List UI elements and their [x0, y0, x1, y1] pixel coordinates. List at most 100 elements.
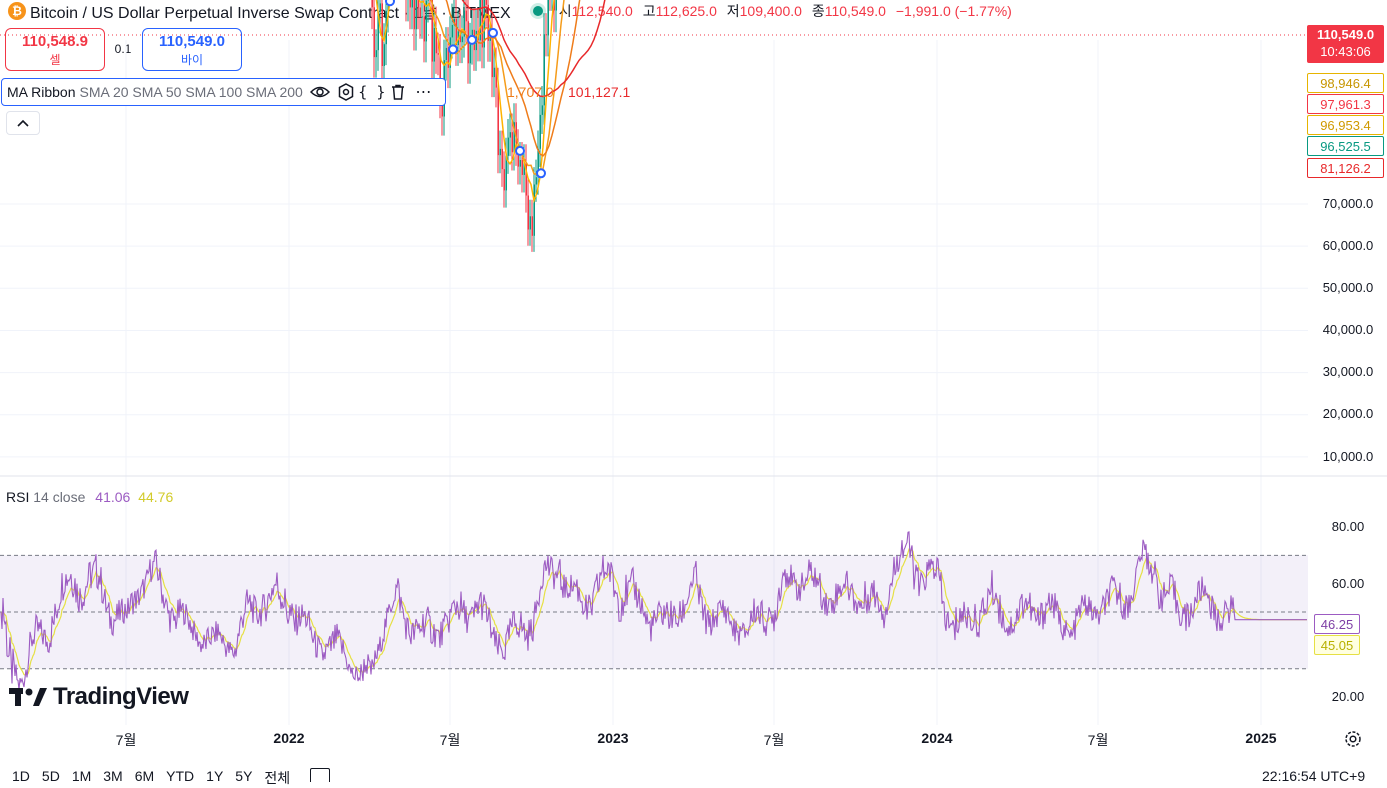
range-button[interactable]: 5Y — [235, 768, 253, 784]
ma-label-1: 98,946.4 — [1307, 73, 1384, 93]
calendar-icon[interactable] — [310, 768, 331, 782]
candle-body — [439, 54, 441, 99]
range-button[interactable]: 6M — [134, 768, 155, 784]
candle-body — [487, 4, 489, 41]
market-status-icon — [532, 6, 543, 16]
chart-header: ₿ Bitcoin / US Dollar Perpetual Inverse … — [0, 0, 1012, 22]
candle-body — [511, 132, 513, 153]
time-axis-tick: 2023 — [597, 730, 629, 746]
candle-body — [513, 122, 515, 153]
price-axis-tick: 30,000.0 — [1322, 364, 1374, 379]
candle-body — [485, 0, 487, 5]
candle-body — [447, 47, 449, 68]
ma-cross-marker — [488, 27, 498, 38]
candle-body — [377, 11, 379, 51]
candle-body — [463, 10, 465, 37]
candle-body — [445, 47, 447, 61]
time-axis-tick: 2024 — [921, 730, 953, 746]
candle-body — [375, 50, 377, 58]
candle-body — [469, 43, 471, 64]
clock-time[interactable]: 22:16:54 UTC+9 — [1262, 768, 1366, 784]
buy-button[interactable]: 110,549.0 바이 — [142, 28, 242, 71]
candle-body — [509, 132, 511, 138]
candle-body — [535, 177, 537, 185]
candle-body — [523, 162, 525, 175]
candle-body — [427, 0, 429, 1]
candle-body — [547, 0, 549, 36]
candle-body — [497, 87, 499, 156]
candle-body — [435, 27, 437, 54]
range-button[interactable]: 5D — [41, 768, 60, 784]
price-axis-tick: 20,000.0 — [1322, 406, 1374, 421]
indicator-value-2: 101,127.1 — [568, 84, 631, 100]
chevron-up-icon — [17, 119, 29, 127]
ma-cross-marker — [515, 145, 525, 156]
rsi-title: RSI — [6, 489, 30, 505]
rsi-value: 41.06 — [95, 489, 131, 505]
rsi-ma-value: 44.76 — [138, 489, 174, 505]
range-button[interactable]: YTD — [166, 768, 195, 784]
sell-label: 셀 — [49, 53, 61, 67]
candle-body — [413, 0, 415, 30]
candle-body — [491, 36, 493, 78]
candle-body — [415, 0, 417, 30]
candle-body — [409, 0, 411, 8]
candle-body — [507, 137, 509, 156]
candle-body — [517, 147, 519, 167]
rsi-args: 14 close — [33, 489, 86, 505]
rsi-axis-tick: 20.00 — [1331, 689, 1365, 704]
ma-label-4: 96,525.5 — [1307, 136, 1384, 156]
candle-body — [411, 0, 413, 8]
candle-body — [531, 216, 533, 236]
ma-cross-marker — [536, 168, 546, 179]
candle-body — [371, 0, 373, 8]
candle-body — [505, 155, 507, 191]
time-axis-tick: 7월 — [115, 732, 137, 748]
candle-body — [465, 10, 467, 22]
ma-label-3: 96,953.4 — [1307, 115, 1384, 135]
symbol-title[interactable]: Bitcoin / US Dollar Perpetual Inverse Sw… — [30, 5, 511, 22]
candle-body — [421, 16, 423, 18]
bitcoin-icon: ₿ — [8, 2, 26, 20]
candle-body — [441, 98, 443, 117]
candle-body — [455, 18, 457, 46]
candle-body — [533, 184, 535, 236]
delete-icon[interactable] — [385, 84, 411, 100]
buy-label: 바이 — [180, 53, 204, 67]
indicator-args: SMA 20 SMA 50 SMA 100 SMA 200 — [79, 84, 303, 100]
range-button[interactable]: 1M — [71, 768, 92, 784]
candle-body — [501, 148, 503, 170]
range-button[interactable]: 1D — [12, 768, 30, 784]
chart-settings-button[interactable] — [1343, 729, 1363, 749]
gear-icon — [1345, 731, 1361, 747]
time-axis-tick: 7월 — [1087, 732, 1109, 748]
candle-body — [451, 24, 453, 38]
candle-body — [527, 195, 529, 230]
range-button[interactable]: 1Y — [206, 768, 224, 784]
candle-body — [483, 0, 485, 48]
candle-body — [419, 7, 421, 18]
candle-body — [489, 36, 491, 41]
range-button[interactable]: 전체 — [264, 770, 291, 786]
time-axis-tick: 2022 — [273, 730, 305, 746]
candle-body — [461, 36, 463, 43]
eye-icon[interactable] — [307, 85, 333, 99]
candle-body — [373, 7, 375, 58]
candle-body — [541, 105, 543, 115]
candle-body — [433, 27, 435, 62]
source-code-icon[interactable]: { } — [358, 83, 386, 101]
collapse-legend-button[interactable] — [6, 111, 40, 135]
time-axis-tick: 7월 — [763, 732, 785, 748]
ma-ribbon-legend[interactable]: MA Ribbon SMA 20 SMA 50 SMA 100 SMA 200 … — [1, 78, 446, 106]
tradingview-logo[interactable]: TradingView — [9, 683, 189, 711]
ma-cross-marker — [385, 0, 395, 7]
more-icon[interactable]: ⋯ — [415, 84, 433, 101]
time-axis-tick: 2025 — [1245, 730, 1277, 746]
range-button[interactable]: 3M — [103, 768, 123, 784]
rsi-legend[interactable]: RSI 14 close 41.06 44.76 — [6, 489, 173, 505]
ma-label-5: 81,126.2 — [1307, 158, 1384, 178]
sell-button[interactable]: 110,548.9 셀 — [5, 28, 105, 71]
settings-icon[interactable] — [333, 83, 359, 101]
candle-body — [459, 31, 461, 43]
